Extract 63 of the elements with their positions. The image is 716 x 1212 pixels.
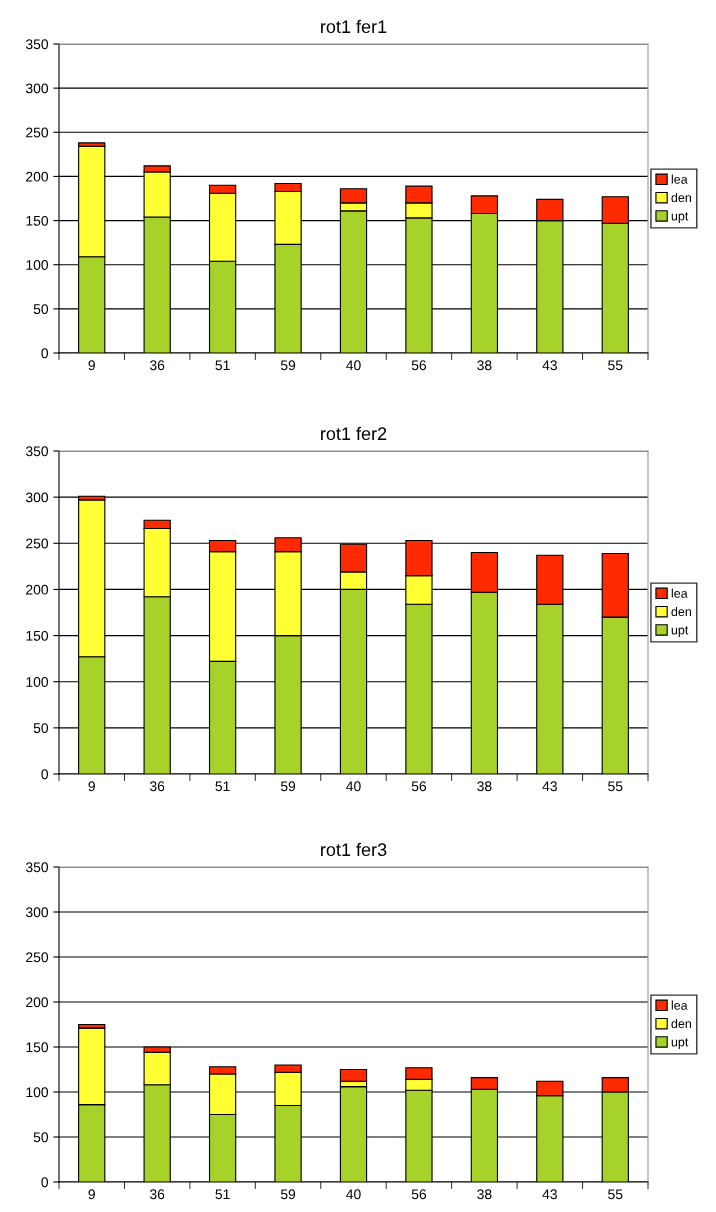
y-tick-label: 50 [33,1132,49,1143]
x-tick-label: 59 [280,781,296,792]
x-tick-label: 43 [542,781,557,792]
y-tick-label: 100 [26,260,49,270]
chart-title: rot1 fer3 [321,842,387,857]
y-tick-label: 300 [25,492,49,503]
legend-label: den [671,1018,691,1029]
x-tick-label: 36 [149,360,165,371]
y-tick-label: 300 [25,907,49,918]
y-tick-label: 250 [26,538,49,549]
x-tick-label: 9 [88,1189,95,1200]
y-tick-label: 200 [26,997,49,1008]
y-tick-label: 350 [25,39,49,50]
y-tick-label: 50 [33,304,49,315]
legend-label: lea [671,1000,688,1010]
y-tick-label: 0 [41,348,49,359]
y-tick-label: 50 [33,723,49,734]
y-tick-label: 150 [26,1042,49,1053]
y-tick-label: 200 [26,584,49,595]
y-tick-label: 150 [26,215,49,226]
legend-label: lea [671,174,688,184]
y-tick-label: 250 [26,952,49,963]
x-tick-label: 38 [477,360,492,371]
x-tick-label: 59 [280,360,296,371]
x-tick-label: 43 [542,360,557,371]
chart-title: rot1 fer2 [321,426,387,441]
y-tick-label: 100 [26,677,49,687]
x-tick-label: 38 [477,781,492,792]
legend-label: upt [671,212,689,223]
y-tick-label: 350 [25,446,49,457]
legend-label: den [671,192,691,203]
y-tick-label: 0 [41,1177,49,1188]
x-tick-label: 36 [149,1189,165,1200]
legend-label: lea [671,588,688,598]
y-tick-label: 200 [26,171,49,182]
x-tick-label: 36 [149,781,165,792]
x-tick-label: 51 [215,1189,230,1200]
legend-label: upt [671,1038,689,1049]
y-tick-label: 150 [26,630,49,641]
x-tick-label: 51 [215,781,230,792]
x-tick-label: 55 [608,360,623,371]
x-tick-label: 38 [477,1189,492,1200]
x-tick-label: 55 [608,1189,623,1200]
legend-label: upt [671,626,689,637]
x-tick-label: 51 [215,360,230,371]
y-tick-label: 0 [41,769,49,780]
y-tick-label: 250 [26,127,49,138]
x-tick-label: 43 [542,1189,557,1200]
chart-title: rot1 fer1 [321,19,387,34]
y-tick-label: 350 [25,862,49,873]
x-tick-label: 56 [411,1189,427,1200]
x-tick-label: 59 [280,1189,296,1200]
x-tick-label: 56 [411,360,427,371]
legend-label: den [671,606,691,617]
x-tick-label: 40 [346,1189,361,1200]
x-tick-label: 9 [88,781,95,792]
y-tick-label: 300 [25,83,49,94]
x-tick-label: 40 [346,360,361,371]
x-tick-label: 56 [411,781,427,792]
x-tick-label: 40 [346,781,361,792]
y-tick-label: 100 [26,1087,49,1098]
x-tick-label: 9 [88,360,95,371]
x-tick-label: 55 [608,781,623,792]
